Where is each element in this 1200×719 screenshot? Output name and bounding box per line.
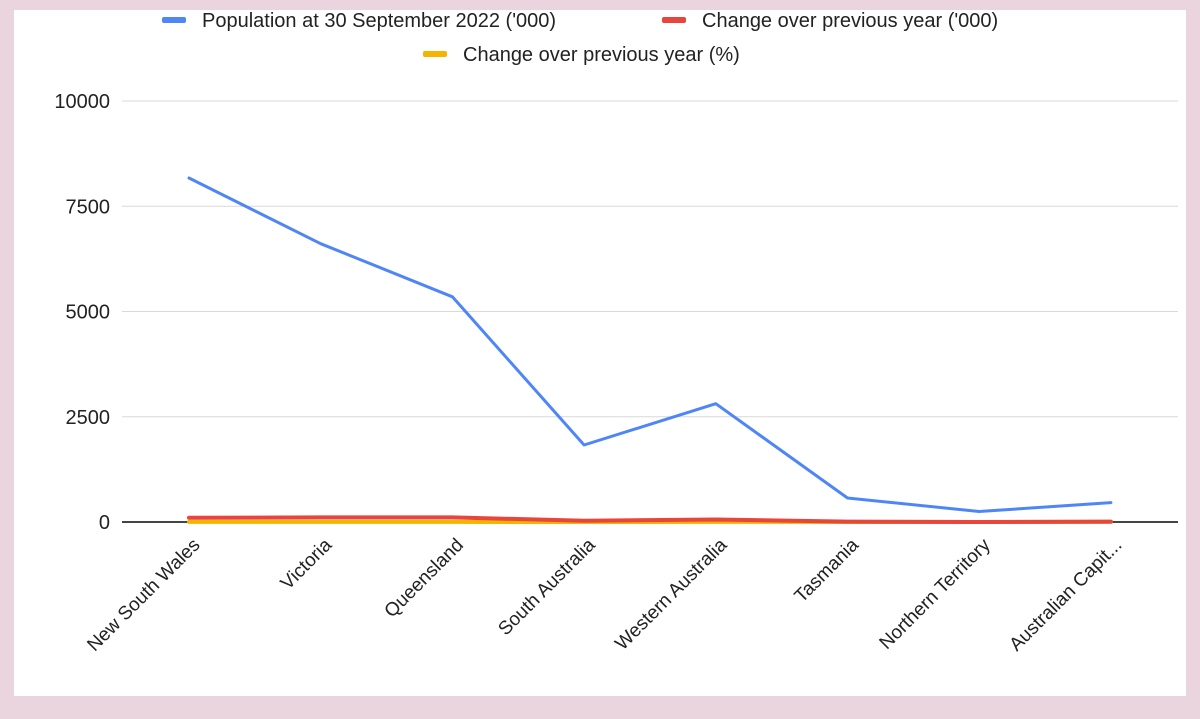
legend-label: Change over previous year (%) xyxy=(463,44,740,66)
chart-panel xyxy=(14,10,1186,696)
x-tick-label: Western Australia xyxy=(611,534,731,654)
y-tick-label: 2500 xyxy=(66,407,111,429)
legend-swatch xyxy=(162,17,186,23)
legend-label: Change over previous year ('000) xyxy=(702,10,998,32)
x-tick-label: New South Wales xyxy=(83,535,204,656)
x-tick-label: South Australia xyxy=(494,534,600,640)
series-line xyxy=(187,515,1113,524)
x-tick-label: Tasmania xyxy=(791,534,864,607)
series-line xyxy=(187,176,1113,513)
x-tick-label: Queensland xyxy=(381,535,468,622)
legend-swatch xyxy=(423,51,447,57)
legend-swatch xyxy=(662,17,686,23)
x-tick-label: Victoria xyxy=(277,534,337,594)
y-tick-label: 7500 xyxy=(66,196,111,218)
x-tick-label: Northern Territory xyxy=(876,534,995,653)
y-tick-label: 10000 xyxy=(54,91,110,113)
x-tick-label: Australian Capit... xyxy=(1006,535,1127,656)
legend-label: Population at 30 September 2022 ('000) xyxy=(202,10,556,32)
y-tick-label: 5000 xyxy=(66,302,111,324)
y-tick-label: 0 xyxy=(99,512,110,534)
